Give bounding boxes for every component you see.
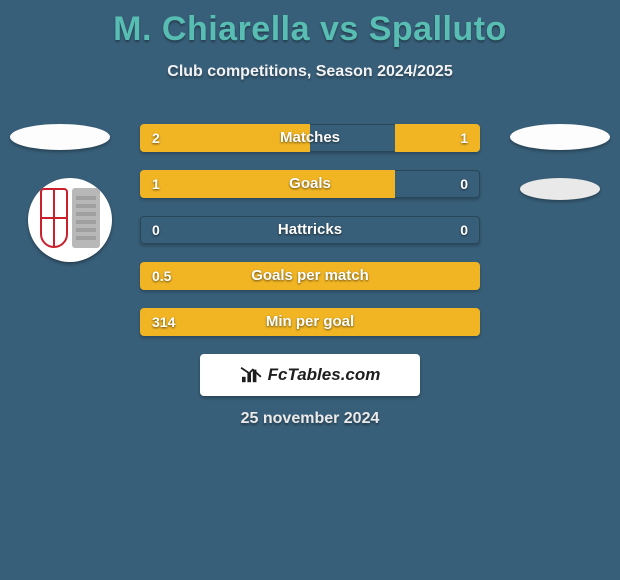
club-crest-left <box>28 178 112 262</box>
stat-row: 00Hattricks <box>140 216 480 244</box>
date-text: 25 november 2024 <box>0 410 620 428</box>
stat-label: Hattricks <box>140 216 480 244</box>
stat-label: Goals <box>140 170 480 198</box>
bar-chart-icon <box>240 366 262 384</box>
page-subtitle: Club competitions, Season 2024/2025 <box>0 63 620 81</box>
stat-row: 21Matches <box>140 124 480 152</box>
brand-box: FcTables.com <box>200 354 420 396</box>
stat-row: 314Min per goal <box>140 308 480 336</box>
page-title: M. Chiarella vs Spalluto <box>0 0 620 49</box>
stat-label: Goals per match <box>140 262 480 290</box>
stat-label: Min per goal <box>140 308 480 336</box>
stats-bars: 21Matches 10Goals 00Hattricks 0.5Goals per … <box>140 124 480 354</box>
crest-shield-icon <box>40 188 68 248</box>
player-left-badge <box>10 124 110 150</box>
player-right-badge <box>510 124 610 150</box>
crest-tower-icon <box>72 188 100 248</box>
brand-text: FcTables.com <box>268 365 381 385</box>
player-right-badge-2 <box>520 178 600 200</box>
stat-row: 10Goals <box>140 170 480 198</box>
stat-row: 0.5Goals per match <box>140 262 480 290</box>
stat-label: Matches <box>140 124 480 152</box>
